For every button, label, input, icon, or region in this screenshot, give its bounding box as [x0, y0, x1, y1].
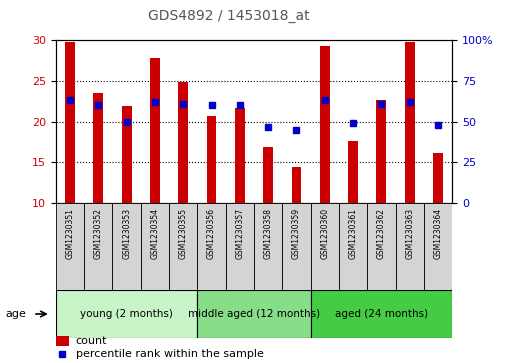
- Bar: [376, 99, 386, 203]
- Bar: [56, 336, 69, 346]
- Bar: [405, 41, 415, 203]
- Bar: [320, 46, 330, 203]
- Bar: [263, 147, 273, 203]
- Bar: [122, 106, 132, 203]
- Bar: [310, 203, 339, 290]
- Text: GSM1230356: GSM1230356: [207, 208, 216, 259]
- Bar: [433, 152, 443, 203]
- Bar: [367, 203, 396, 290]
- Text: GDS4892 / 1453018_at: GDS4892 / 1453018_at: [148, 9, 309, 23]
- Bar: [150, 58, 160, 203]
- Text: GSM1230354: GSM1230354: [150, 208, 160, 259]
- Text: count: count: [76, 336, 107, 346]
- Text: GSM1230358: GSM1230358: [264, 208, 273, 258]
- Bar: [207, 116, 216, 203]
- Bar: [198, 290, 310, 338]
- Text: age: age: [5, 309, 26, 319]
- Bar: [292, 167, 301, 203]
- Text: GSM1230364: GSM1230364: [433, 208, 442, 259]
- Bar: [226, 203, 254, 290]
- Text: middle aged (12 months): middle aged (12 months): [188, 309, 320, 319]
- Bar: [56, 290, 198, 338]
- Bar: [198, 203, 226, 290]
- Text: GSM1230352: GSM1230352: [94, 208, 103, 258]
- Bar: [84, 203, 112, 290]
- Bar: [348, 141, 358, 203]
- Text: GSM1230357: GSM1230357: [235, 208, 244, 259]
- Bar: [169, 203, 198, 290]
- Bar: [254, 203, 282, 290]
- Bar: [282, 203, 310, 290]
- Text: GSM1230363: GSM1230363: [405, 208, 414, 259]
- Text: GSM1230353: GSM1230353: [122, 208, 131, 259]
- Text: percentile rank within the sample: percentile rank within the sample: [76, 349, 264, 359]
- Bar: [141, 203, 169, 290]
- Bar: [235, 108, 245, 203]
- Bar: [65, 42, 75, 203]
- Bar: [424, 203, 452, 290]
- Bar: [93, 93, 103, 203]
- Bar: [178, 82, 188, 203]
- Bar: [310, 290, 452, 338]
- Text: GSM1230362: GSM1230362: [377, 208, 386, 258]
- Text: GSM1230351: GSM1230351: [66, 208, 75, 258]
- Text: GSM1230361: GSM1230361: [348, 208, 358, 258]
- Bar: [339, 203, 367, 290]
- Text: young (2 months): young (2 months): [80, 309, 173, 319]
- Text: GSM1230355: GSM1230355: [179, 208, 188, 259]
- Bar: [112, 203, 141, 290]
- Text: aged (24 months): aged (24 months): [335, 309, 428, 319]
- Bar: [396, 203, 424, 290]
- Text: GSM1230360: GSM1230360: [320, 208, 329, 259]
- Bar: [56, 203, 84, 290]
- Text: GSM1230359: GSM1230359: [292, 208, 301, 259]
